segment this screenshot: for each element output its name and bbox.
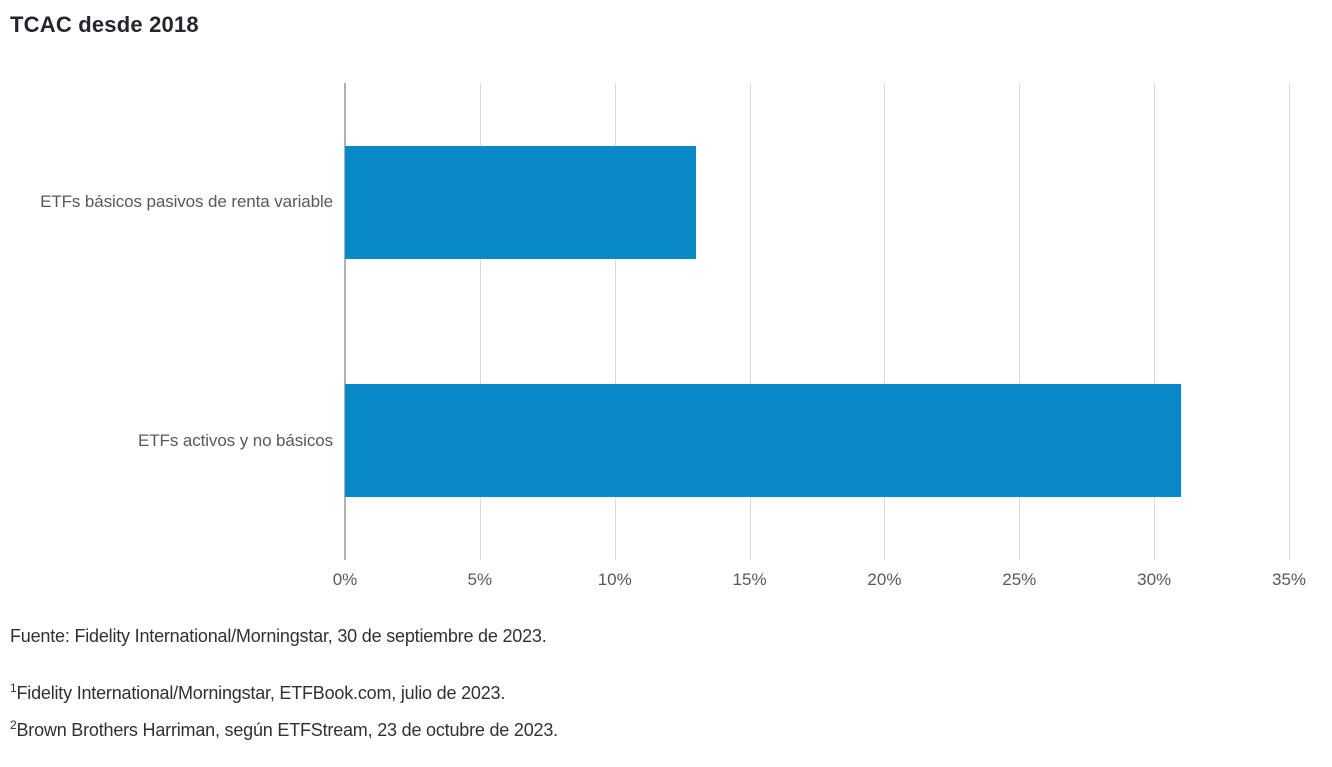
footer: Fuente: Fidelity International/Morningst… [10,626,1332,741]
plot-area [344,83,1290,560]
x-tick-label: 20% [867,570,902,589]
footnote-2-text: Brown Brothers Harriman, según ETFStream… [16,720,558,740]
chart-title: TCAC desde 2018 [10,12,199,37]
gridline [884,83,886,560]
gridline [1289,83,1290,560]
footnote-1-superscript: 1 [10,681,17,695]
footnote-1-text: Fidelity International/Morningstar, ETFB… [16,683,506,703]
x-tick-label: 15% [732,570,767,589]
x-tick-label: 30% [1137,570,1172,589]
zero-axis-line [344,83,346,560]
x-tick-label: 10% [597,570,632,589]
bar-2 [345,384,1182,498]
footnote-2-superscript: 2 [10,718,17,732]
x-tick-label: 0% [332,570,358,589]
category-labels: ETFs básicos pasivos de renta variable ET… [0,83,345,560]
bar-1 [345,145,696,259]
x-tick-label: 25% [1002,570,1037,589]
x-tick-label: 5% [467,570,493,589]
bar-chart: ETFs básicos pasivos de renta variable ET… [0,83,1332,560]
gridline [749,83,751,560]
gridline [479,83,481,560]
bar-row [345,83,1289,322]
bar-row [345,322,1289,561]
x-tick-label: 35% [1271,570,1307,589]
gridline [614,83,616,560]
gridline [1154,83,1156,560]
x-axis: 0% 5% 10% 15% 20% 25% 30% 35% [333,560,1306,596]
footnote-2: 2Brown Brothers Harriman, según ETFStrea… [10,718,1332,741]
bars-layer [345,83,1289,560]
category-label: ETFs activos y no básicos [138,430,333,450]
source-line: Fuente: Fidelity International/Morningst… [10,626,547,646]
footnote-1: 1Fidelity International/Morningstar, ETF… [10,681,1332,704]
gridline [1019,83,1021,560]
category-label: ETFs básicos pasivos de renta variable [40,192,333,212]
